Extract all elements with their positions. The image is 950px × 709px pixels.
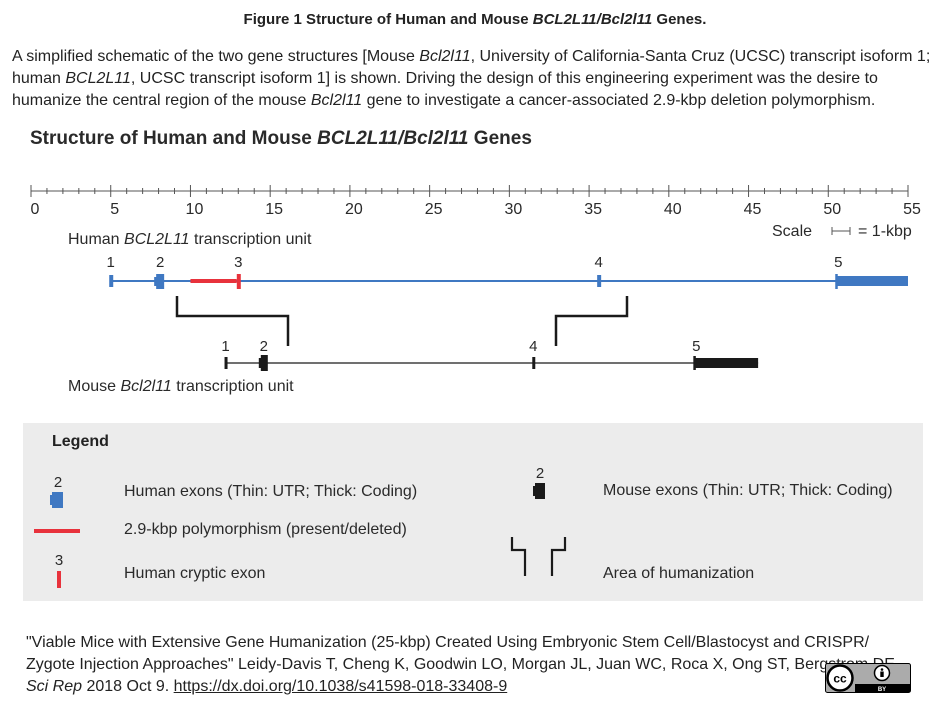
legend-panel bbox=[23, 423, 923, 601]
ruler-tick-label: 0 bbox=[31, 201, 40, 218]
cc-by-license-badge[interactable]: cc BY bbox=[825, 663, 911, 693]
human-exon-legend-icon bbox=[50, 492, 63, 508]
legend-humanization-text: Area of humanization bbox=[603, 565, 755, 582]
humanization-legend-icon bbox=[510, 537, 567, 576]
ruler-tick-label: 40 bbox=[664, 201, 682, 218]
humanization-bracket-right bbox=[554, 296, 629, 346]
legend-human-exon-num: 2 bbox=[54, 474, 62, 491]
human-gene-track: 1 2 3 4 5 bbox=[107, 254, 908, 289]
legend-symbols: 2 3 2 bbox=[34, 465, 567, 588]
ruler-tick-label: 45 bbox=[744, 201, 762, 218]
mouse-exon-number: 2 bbox=[260, 338, 268, 355]
humanization-bracket-left bbox=[175, 296, 290, 346]
ruler-tick-label: 10 bbox=[186, 201, 204, 218]
citation: "Viable Mice with Extensive Gene Humaniz… bbox=[26, 634, 900, 695]
legend-cryptic-exon-num: 3 bbox=[55, 552, 63, 569]
human-exon-2-utr bbox=[154, 277, 158, 286]
mouse-exon-4 bbox=[532, 357, 536, 369]
legend-human-exons-text: Human exons (Thin: UTR; Thick: Coding) bbox=[124, 483, 418, 500]
ruler-tick-label: 5 bbox=[110, 201, 119, 218]
human-unit-label: Human BCL2L11 transcription unit bbox=[68, 231, 312, 248]
legend-polymorphism-text: 2.9-kbp polymorphism (present/deleted) bbox=[124, 521, 407, 538]
human-exon-2 bbox=[156, 274, 165, 289]
polymorphism-legend-icon bbox=[34, 529, 80, 533]
legend-cryptic-exon-text: Human cryptic exon bbox=[124, 565, 266, 582]
ruler-tick-label: 15 bbox=[265, 201, 283, 218]
human-exon-number: 1 bbox=[107, 254, 115, 271]
ruler-tick-label: 55 bbox=[903, 201, 921, 218]
mouse-exon-2 bbox=[260, 355, 268, 371]
mouse-unit-label: Mouse Bcl2l11 transcription unit bbox=[68, 378, 294, 395]
human-exon-4 bbox=[597, 275, 602, 287]
mouse-exon-number: 4 bbox=[529, 338, 537, 355]
legend-title: Legend bbox=[52, 433, 109, 450]
human-exon-number: 3 bbox=[234, 254, 242, 271]
human-exon-number: 2 bbox=[156, 254, 164, 271]
mouse-gene-track: 1 2 4 5 bbox=[221, 338, 759, 371]
mouse-exon-1 bbox=[224, 357, 228, 369]
ruler-tick-label: 35 bbox=[584, 201, 602, 218]
human-cryptic-exon-3 bbox=[236, 274, 241, 289]
ruler-tick-label: 50 bbox=[823, 201, 841, 218]
ruler-tick-label: 25 bbox=[425, 201, 443, 218]
doi-link[interactable]: https://dx.doi.org/10.1038/s41598-018-33… bbox=[173, 678, 508, 695]
human-exon-5-coding bbox=[836, 276, 908, 286]
diagram-title: Structure of Human and Mouse BCL2L11/Bcl… bbox=[30, 128, 532, 149]
human-exon-number: 4 bbox=[594, 254, 602, 271]
mouse-exon-5-coding bbox=[694, 358, 759, 368]
figure-caption: A simplified schematic of the two gene s… bbox=[12, 48, 931, 109]
cryptic-exon-legend-icon bbox=[57, 571, 61, 588]
ruler-tick-label: 20 bbox=[345, 201, 363, 218]
by-label: BY bbox=[878, 687, 886, 693]
legend-mouse-exons-text: Mouse exons (Thin: UTR; Thick: Coding) bbox=[603, 482, 893, 499]
human-exon-1 bbox=[109, 275, 114, 287]
scale-bar-icon bbox=[831, 227, 851, 235]
human-exon-number: 5 bbox=[834, 254, 842, 271]
mouse-exon-2-utr bbox=[258, 358, 262, 368]
cc-icon bbox=[826, 664, 854, 692]
polymorphism-bar bbox=[190, 279, 237, 283]
scale-value: = 1-kbp bbox=[858, 223, 912, 240]
legend-mouse-exon-num: 2 bbox=[536, 465, 544, 482]
scale-label: Scale bbox=[772, 223, 812, 240]
cc-icon-text: cc bbox=[833, 672, 847, 686]
mouse-exon-number: 5 bbox=[692, 338, 700, 355]
mouse-exon-legend-icon bbox=[533, 483, 545, 499]
kbp-ruler: 0 5 10 15 20 25 30 35 40 45 50 55 bbox=[30, 185, 921, 218]
mouse-exon-number: 1 bbox=[221, 338, 229, 355]
ruler-tick-label: 30 bbox=[504, 201, 522, 218]
gene-structure-diagram: 0 5 10 15 20 25 30 35 40 45 50 55 Scale = 1-kbp Hum… bbox=[30, 185, 921, 395]
figure-title: Figure 1 Structure of Human and Mouse BC… bbox=[243, 11, 707, 28]
